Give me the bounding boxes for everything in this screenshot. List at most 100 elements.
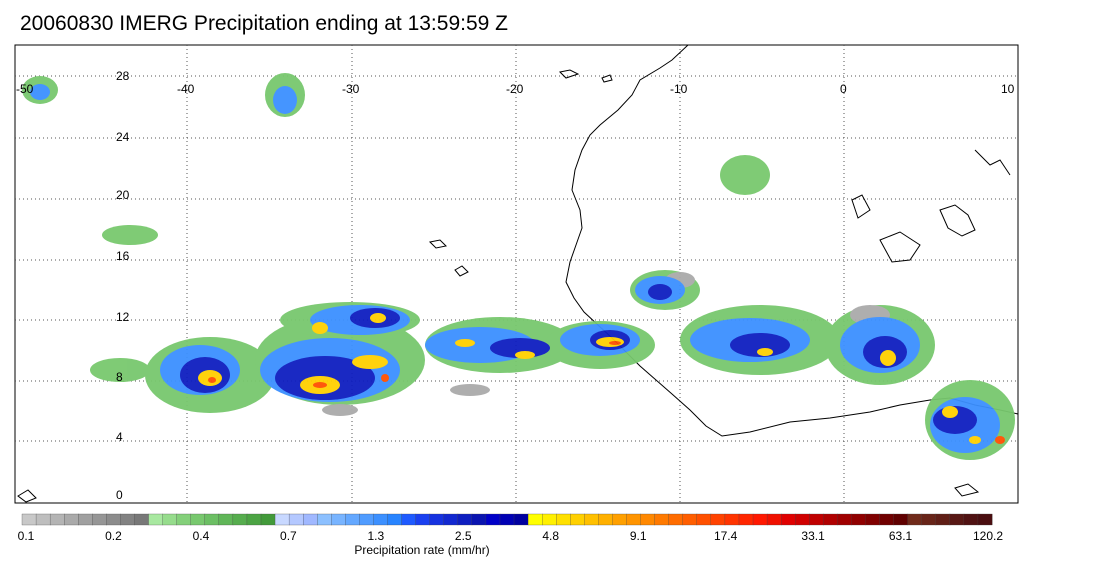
lat-label: 0 [116, 488, 123, 502]
colorbar-tick-label: 0.7 [280, 529, 297, 543]
lat-label: 8 [116, 370, 123, 384]
colorbar-swatch [331, 513, 346, 526]
colorbar-swatch [612, 513, 627, 526]
colorbar-tick-label: 2.5 [454, 529, 472, 543]
colorbar-swatch [696, 513, 712, 526]
colorbar-tick-label: 63.1 [888, 529, 913, 543]
colorbar-swatch [401, 513, 417, 526]
colorbar-swatch [148, 513, 164, 526]
colorbar-tick-label: 120.2 [972, 529, 1004, 543]
lat-label: 12 [116, 310, 130, 324]
lon-label: -50 [16, 82, 34, 96]
colorbar-swatch [823, 513, 838, 526]
colorbar-swatch [64, 513, 79, 526]
colorbar-swatch [317, 513, 332, 526]
colorbar-swatch [457, 513, 473, 526]
colorbar-swatch [865, 513, 880, 526]
colorbar-swatch [485, 513, 501, 526]
colorbar-swatch [598, 513, 613, 526]
colorbar-swatch [232, 513, 248, 526]
colorbar-swatch [429, 513, 445, 526]
colorbar-swatch [738, 513, 754, 526]
colorbar-tick-label: 0.2 [105, 529, 122, 543]
colorbar-swatch [668, 513, 684, 526]
map-title: 20060830 IMERG Precipitation ending at 1… [20, 12, 508, 35]
colorbar-swatch [963, 513, 979, 526]
colorbar-swatch [907, 513, 923, 526]
colorbar-swatch [303, 513, 318, 526]
colorbar-swatch [541, 513, 557, 526]
lat-label: 16 [116, 249, 130, 263]
colorbar-swatch [780, 513, 796, 526]
colorbar-swatch [204, 513, 220, 526]
colorbar-swatch [570, 513, 585, 526]
colorbar-tick-label: 4.8 [542, 529, 560, 543]
lon-label: -10 [670, 82, 688, 96]
colorbar-swatch [373, 513, 388, 526]
colorbar-swatch [640, 513, 656, 526]
colorbar-swatch [359, 513, 374, 526]
colorbar-swatch [190, 513, 206, 526]
colorbar-tick-label: 33.1 [801, 529, 825, 543]
colorbar-tick-label: 1.3 [367, 529, 385, 543]
colorbar-swatch [92, 513, 107, 526]
colorbar-swatch [499, 513, 515, 526]
colorbar-swatch [120, 513, 135, 526]
colorbar-swatch [21, 513, 37, 526]
colorbar-swatch [246, 513, 262, 526]
colorbar [21, 513, 993, 526]
colorbar-swatch [162, 513, 178, 526]
colorbar-swatch [176, 513, 192, 526]
colorbar-swatch [527, 513, 543, 526]
colorbar-swatch [935, 513, 951, 526]
colorbar-swatch [106, 513, 121, 526]
precipitation-field [22, 73, 1015, 460]
lon-label: -30 [342, 82, 360, 96]
lat-label: 28 [116, 69, 130, 83]
colorbar-title: Precipitation rate (mm/hr) [354, 543, 490, 557]
colorbar-swatch [682, 513, 698, 526]
colorbar-swatch [513, 513, 529, 526]
colorbar-swatch [921, 513, 937, 526]
colorbar-swatch [977, 513, 993, 526]
colorbar-swatch [893, 513, 909, 526]
lon-labels: -50 -40 -30 -20 -10 0 10 [16, 82, 1015, 96]
colorbar-swatch [724, 513, 740, 526]
colorbar-swatch [584, 513, 599, 526]
colorbar-swatch [78, 513, 93, 526]
colorbar-swatch [415, 513, 431, 526]
lat-label: 20 [116, 188, 130, 202]
colorbar-swatch [134, 513, 149, 526]
colorbar-swatch [795, 513, 810, 526]
colorbar-tick-label: 17.4 [713, 529, 738, 543]
colorbar-swatch [387, 513, 403, 526]
lon-label: -40 [177, 82, 195, 96]
colorbar-swatch [218, 513, 234, 526]
colorbar-swatch [556, 513, 571, 526]
colorbar-swatch [443, 513, 459, 526]
colorbar-tick-label: 0.4 [192, 529, 210, 543]
lon-label: 0 [840, 82, 847, 96]
colorbar-swatch [837, 513, 852, 526]
colorbar-tick-label: 0.1 [17, 529, 35, 543]
lat-label: 4 [116, 430, 123, 444]
colorbar-swatch [35, 513, 51, 526]
colorbar-swatch [260, 513, 276, 526]
colorbar-swatch [274, 513, 290, 526]
colorbar-swatch [752, 513, 768, 526]
colorbar-swatch [809, 513, 824, 526]
colorbar-swatch [654, 513, 670, 526]
lon-label: 10 [1001, 82, 1015, 96]
colorbar-swatch [288, 513, 304, 526]
colorbar-swatch [471, 513, 487, 526]
colorbar-swatch [879, 513, 895, 526]
colorbar-swatch [49, 513, 65, 526]
lon-label: -20 [506, 82, 524, 96]
colorbar-swatch [851, 513, 866, 526]
colorbar-swatch [949, 513, 965, 526]
colorbar-swatch [345, 513, 360, 526]
lat-labels: 28 24 20 16 12 8 4 0 [116, 69, 130, 502]
colorbar-swatch [766, 513, 782, 526]
colorbar-swatch [626, 513, 642, 526]
